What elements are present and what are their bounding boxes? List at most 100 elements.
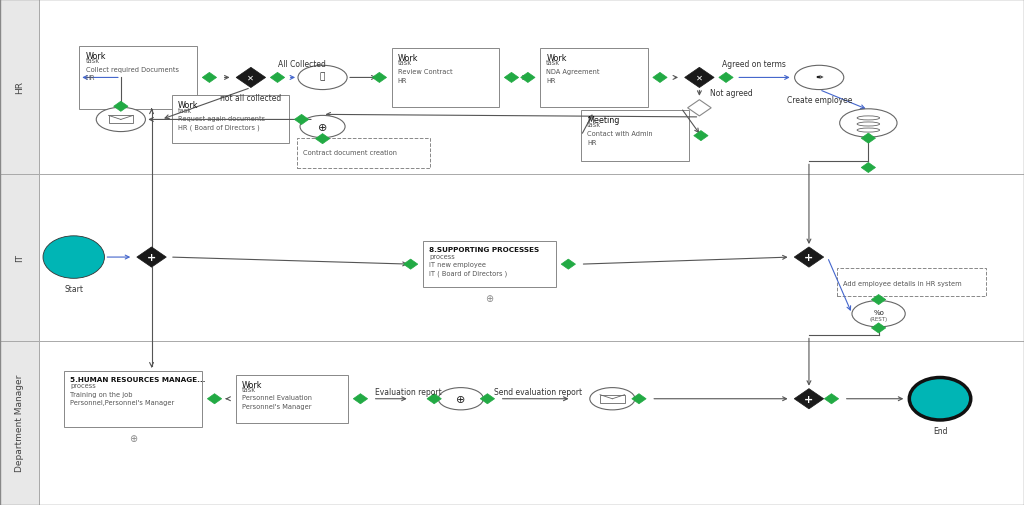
Text: Create employee: Create employee [786,95,852,105]
Circle shape [852,301,905,327]
Text: Collect required Documents: Collect required Documents [86,67,178,72]
Polygon shape [353,394,368,404]
Polygon shape [403,260,418,270]
FancyBboxPatch shape [172,96,290,144]
Text: process: process [429,253,455,259]
Circle shape [840,110,897,138]
Polygon shape [871,323,886,333]
Text: Personnel Evaluation: Personnel Evaluation [242,395,311,400]
FancyBboxPatch shape [600,395,625,403]
FancyBboxPatch shape [0,341,39,505]
Text: Evaluation report: Evaluation report [375,387,441,396]
Text: NDA Agreement: NDA Agreement [547,69,600,75]
FancyBboxPatch shape [297,138,430,169]
FancyBboxPatch shape [838,269,985,297]
Text: task: task [86,58,99,64]
FancyBboxPatch shape [541,49,647,107]
Polygon shape [861,134,876,144]
Circle shape [590,388,635,410]
Text: %o: %o [873,309,884,315]
Text: Work: Work [547,55,567,63]
Polygon shape [480,394,495,404]
Polygon shape [561,260,575,270]
Polygon shape [632,394,646,404]
Polygon shape [315,134,330,144]
Circle shape [795,66,844,90]
Polygon shape [427,394,441,404]
Text: Add employee details in HR system: Add employee details in HR system [844,280,962,286]
FancyBboxPatch shape [39,341,1024,505]
Text: Agreed on terms: Agreed on terms [722,60,785,69]
Polygon shape [137,247,166,268]
Circle shape [438,388,483,410]
Text: ✒: ✒ [815,73,823,83]
Text: not all collected: not all collected [220,93,282,103]
FancyBboxPatch shape [423,242,556,287]
Text: IT new employee: IT new employee [429,262,486,268]
Text: (REST): (REST) [869,317,888,322]
Text: ✕: ✕ [248,74,254,83]
Text: Work: Work [242,380,262,389]
Text: ⊕: ⊕ [317,122,328,132]
Text: task: task [588,122,601,128]
Polygon shape [295,115,309,125]
Text: ⊕: ⊕ [485,293,494,304]
Text: Request again documents: Request again documents [178,116,265,122]
FancyBboxPatch shape [80,47,197,110]
Text: Start: Start [65,285,83,294]
Polygon shape [694,131,709,141]
Text: +: + [146,252,157,263]
FancyBboxPatch shape [109,116,133,124]
Text: Send evaluation report: Send evaluation report [494,387,582,396]
Text: ✕: ✕ [696,74,702,83]
Ellipse shape [857,129,880,133]
Text: process: process [70,382,96,388]
Text: All Collected: All Collected [278,60,326,69]
Text: task: task [242,386,256,392]
Text: Review Contract: Review Contract [397,69,453,75]
Text: Department Manager: Department Manager [15,374,24,472]
Text: ⊕: ⊕ [129,433,137,443]
Polygon shape [685,68,714,88]
FancyBboxPatch shape [0,0,39,174]
Polygon shape [207,394,222,404]
Text: HR ( Board of Directors ): HR ( Board of Directors ) [178,124,259,131]
Text: task: task [178,107,191,113]
Text: IT: IT [15,254,24,262]
Text: Contact with Admin: Contact with Admin [588,131,653,137]
Text: Work: Work [397,55,419,63]
Circle shape [300,116,345,138]
Text: Training on the job: Training on the job [70,391,133,397]
Text: 🔔: 🔔 [319,72,326,81]
Polygon shape [114,102,128,112]
FancyBboxPatch shape [582,111,688,162]
Text: Work: Work [178,101,199,110]
Polygon shape [719,73,733,83]
Polygon shape [795,247,823,268]
Text: 5.HUMAN RESOURCES MANAGE...: 5.HUMAN RESOURCES MANAGE... [70,376,206,382]
Polygon shape [504,73,518,83]
Text: Personnel,Personnel's Manager: Personnel,Personnel's Manager [70,399,174,406]
Polygon shape [871,295,886,305]
Text: HR: HR [397,78,408,83]
Text: IT ( Board of Directors ): IT ( Board of Directors ) [429,270,507,277]
Text: Contract document creation: Contract document creation [303,149,397,156]
Circle shape [96,108,145,132]
Text: +: + [804,394,814,404]
Text: HR: HR [86,75,95,81]
Text: 8.SUPPORTING PROCESSES: 8.SUPPORTING PROCESSES [429,247,540,253]
Text: Personnel's Manager: Personnel's Manager [242,403,311,409]
Ellipse shape [857,123,880,127]
Polygon shape [373,73,387,83]
Polygon shape [687,100,712,117]
Polygon shape [520,73,535,83]
FancyBboxPatch shape [39,174,1024,341]
Polygon shape [203,73,217,83]
Polygon shape [270,73,285,83]
Ellipse shape [909,378,971,420]
Text: HR: HR [15,81,24,93]
Text: End: End [933,426,947,435]
Polygon shape [795,389,823,409]
Text: Meeting: Meeting [588,116,620,125]
Polygon shape [653,73,668,83]
